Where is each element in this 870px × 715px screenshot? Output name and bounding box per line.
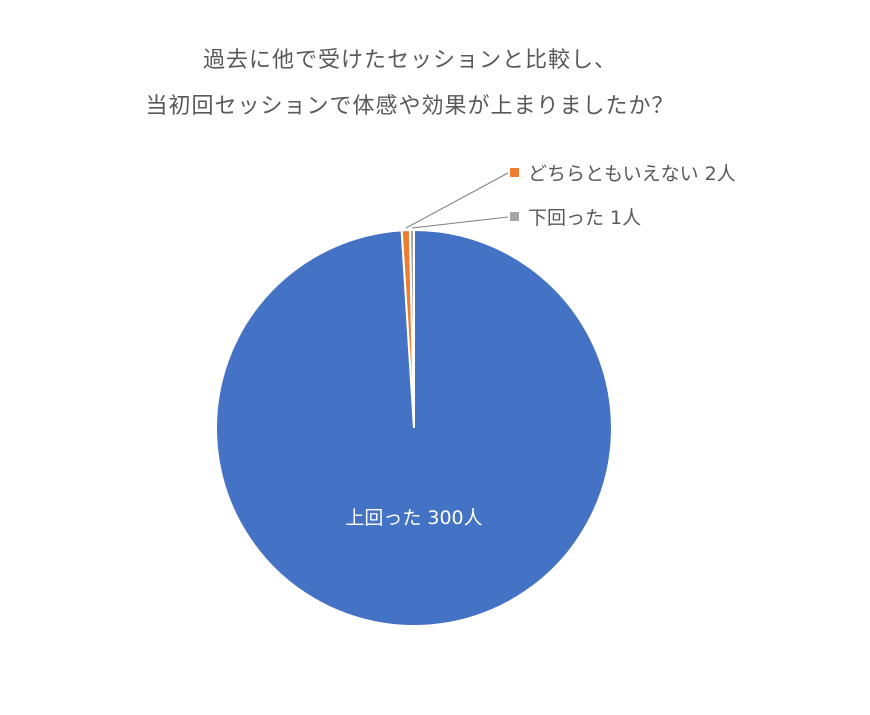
- pie-slice-2: [408, 228, 415, 429]
- chart-title-line-2: 当初回セッションで体感や効果が上まりましたか？: [145, 94, 675, 119]
- data-label-2: 下回った 1人: [528, 207, 641, 229]
- leader-line-1: [405, 172, 509, 229]
- data-label-0: 上回った 300人: [345, 507, 482, 529]
- chart-title-line-1: 過去に他で受けたセッションと比較し、: [202, 48, 617, 73]
- legend-key-2: [510, 212, 519, 221]
- legend-key-1: [510, 168, 519, 177]
- data-label-1: どちらともいえない 2人: [528, 163, 736, 185]
- leader-line-2: [411, 216, 509, 229]
